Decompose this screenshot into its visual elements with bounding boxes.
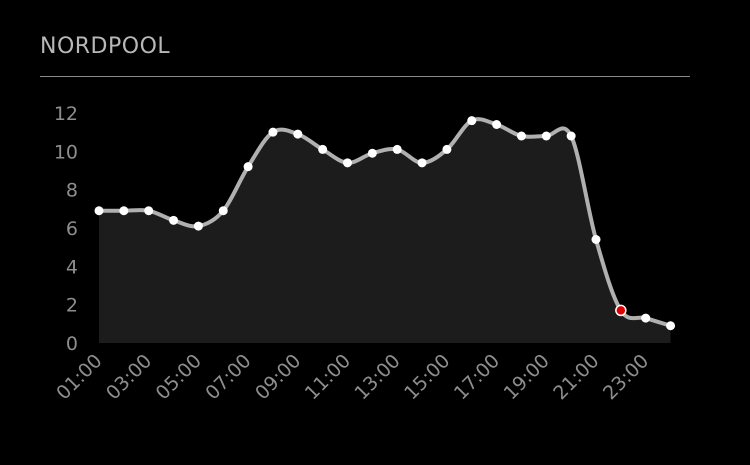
- data-point: [268, 127, 278, 137]
- data-point: [467, 116, 477, 126]
- data-point: [541, 131, 551, 141]
- y-tick-label: 4: [66, 256, 78, 278]
- data-point: [641, 313, 651, 323]
- y-tick-label: 8: [66, 180, 78, 202]
- y-axis-ticks: 0 2 4 6 8 10 12: [54, 103, 78, 355]
- x-tick-label: 17:00: [450, 350, 504, 404]
- data-point: [243, 162, 253, 172]
- current-hour-point: [615, 304, 627, 317]
- x-tick-label: 05:00: [152, 350, 206, 404]
- x-tick-label: 15:00: [400, 350, 454, 404]
- data-point: [367, 148, 377, 158]
- y-tick-label: 10: [54, 141, 78, 163]
- data-points: [94, 116, 676, 331]
- title-divider: [40, 76, 690, 77]
- x-tick-label: 11:00: [301, 350, 355, 404]
- x-tick-label: 21:00: [549, 350, 603, 404]
- widget-title: NORDPOOL: [40, 34, 171, 59]
- data-point: [516, 131, 526, 141]
- y-tick-label: 2: [66, 295, 78, 317]
- data-point: [392, 144, 402, 154]
- data-point: [666, 321, 676, 331]
- data-point: [343, 158, 352, 168]
- x-tick-label: 01:00: [52, 350, 106, 404]
- data-point: [566, 131, 576, 141]
- y-tick-label: 6: [66, 218, 78, 240]
- x-tick-label: 09:00: [251, 350, 305, 404]
- data-point: [293, 129, 303, 139]
- data-point: [218, 206, 228, 216]
- y-tick-label: 0: [66, 333, 78, 355]
- x-tick-label: 23:00: [599, 350, 653, 404]
- data-point: [318, 144, 328, 154]
- data-point: [417, 158, 427, 168]
- x-axis-ticks: 01:0003:0005:0007:0009:0011:0013:0015:00…: [52, 350, 653, 404]
- x-tick-label: 13:00: [350, 350, 404, 404]
- data-point: [492, 120, 502, 129]
- data-point: [591, 235, 601, 244]
- x-tick-label: 19:00: [500, 350, 554, 404]
- data-point: [119, 206, 129, 216]
- data-point: [193, 221, 203, 231]
- data-point: [442, 144, 452, 154]
- price-area-fill: [99, 119, 671, 343]
- data-point: [94, 206, 104, 216]
- data-point: [169, 215, 179, 225]
- x-tick-label: 07:00: [201, 350, 255, 404]
- data-point: [144, 206, 154, 216]
- x-tick-label: 03:00: [102, 350, 156, 404]
- y-tick-label: 12: [54, 103, 78, 125]
